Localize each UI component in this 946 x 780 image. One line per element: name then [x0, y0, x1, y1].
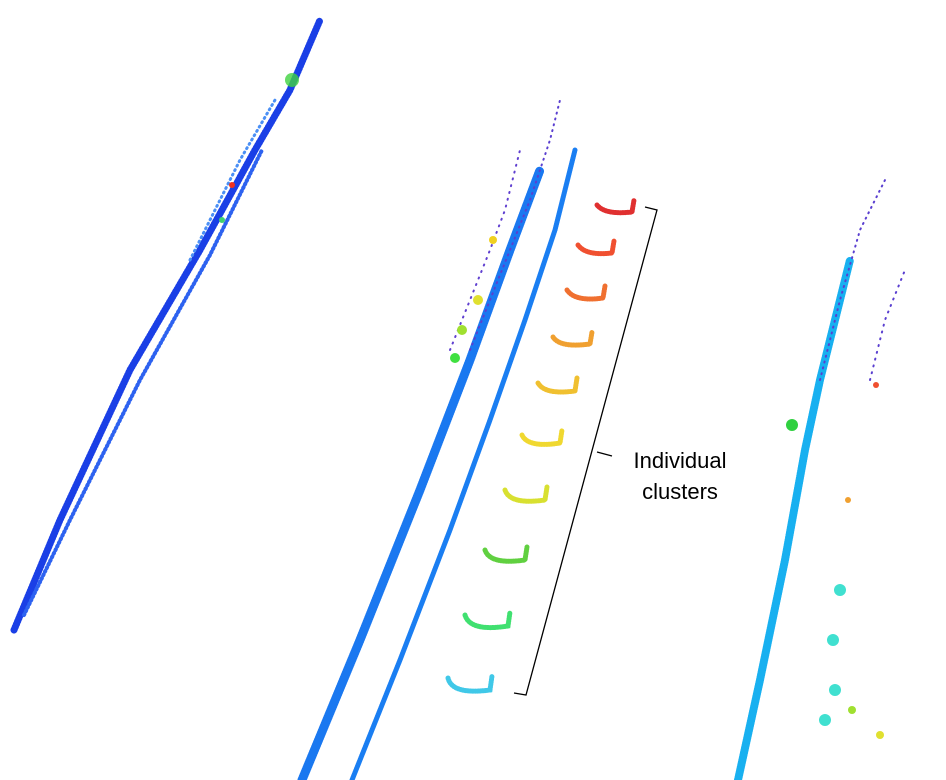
right-road-edge: [738, 180, 905, 780]
point-cloud-view: Individual clusters: [0, 0, 946, 780]
annotation-line: Individual: [634, 448, 727, 473]
middle-road-edge: [302, 100, 575, 780]
left-road-edge: [14, 20, 320, 630]
annotation-line: clusters: [642, 479, 718, 504]
